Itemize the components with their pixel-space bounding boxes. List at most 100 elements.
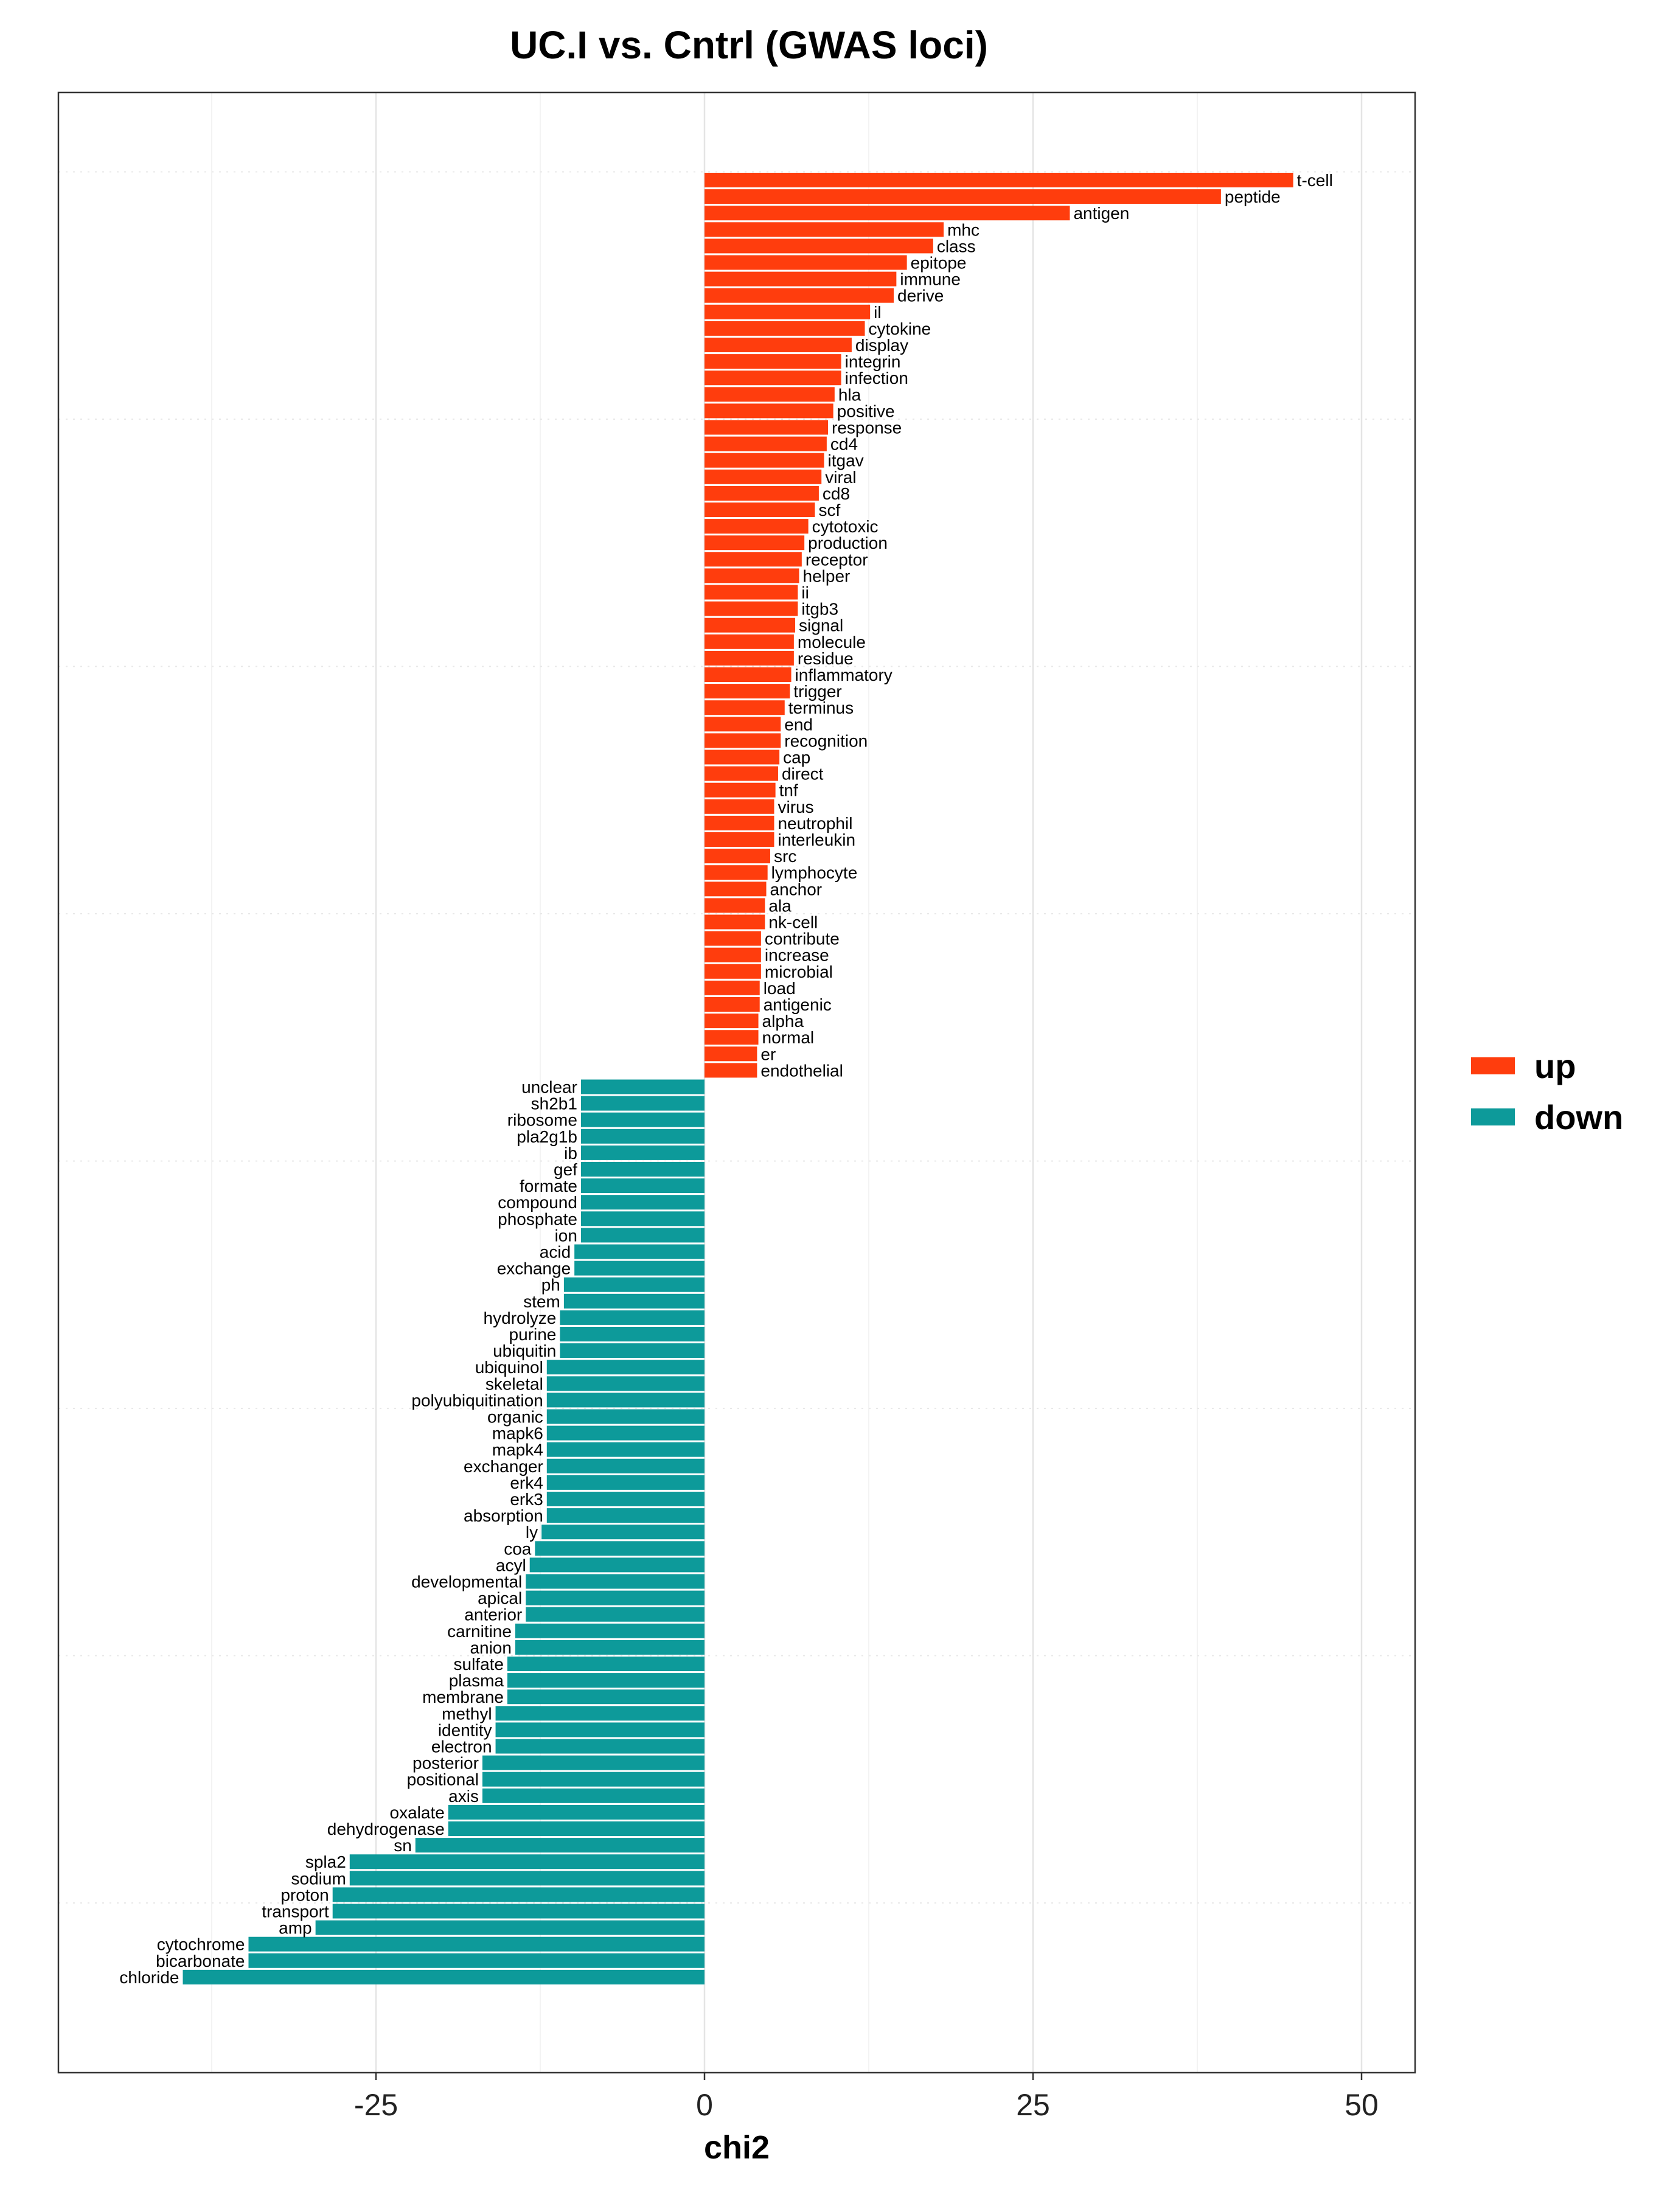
bar-label: plasma <box>449 1671 504 1690</box>
bar-label: acyl <box>496 1556 526 1574</box>
bar-down <box>482 1788 705 1803</box>
bar-down <box>526 1590 705 1605</box>
bar-up <box>705 238 933 254</box>
plot-panel-border <box>57 91 1416 2074</box>
bar-label: alpha <box>762 1012 804 1031</box>
bar-label: positive <box>837 402 895 420</box>
bar-up <box>705 370 841 386</box>
bar-up <box>705 684 790 699</box>
bar-label: class <box>937 237 976 256</box>
bar-label: itgb3 <box>801 600 838 619</box>
bar-up <box>705 815 774 830</box>
bar-label: src <box>774 847 796 866</box>
bar-up <box>705 189 1221 204</box>
bar-up <box>705 601 798 616</box>
bar-label: cytochrome <box>157 1935 245 1954</box>
bar-label: polyubiquitination <box>411 1391 543 1410</box>
bar-up <box>705 964 761 979</box>
bar-label: skeletal <box>485 1374 543 1393</box>
bar-down <box>526 1574 705 1589</box>
bar-label: anchor <box>770 880 823 899</box>
bar-label: residue <box>798 649 854 668</box>
bar-label: stem <box>523 1292 560 1311</box>
bar-up <box>705 947 761 962</box>
bar-down <box>541 1525 705 1540</box>
bar-label: infection <box>845 369 908 388</box>
bar-up <box>705 503 815 517</box>
bar-up <box>705 667 792 682</box>
bar-down <box>560 1327 705 1341</box>
bar-label: normal <box>762 1028 815 1047</box>
bar-down <box>546 1475 705 1490</box>
bar-label: sulfate <box>454 1655 504 1674</box>
chart-title: UC.I vs. Cntrl (GWAS loci) <box>510 23 988 67</box>
bar-up <box>705 617 796 633</box>
bar-label: anion <box>470 1638 512 1657</box>
bar-label: transport <box>262 1902 329 1921</box>
x-tick-label: 50 <box>1345 2088 1379 2122</box>
bar-label: dehydrogenase <box>327 1820 445 1838</box>
bar-label: ly <box>526 1523 538 1542</box>
bar-down <box>248 1953 705 1968</box>
bar-up <box>705 420 829 435</box>
bar-label: membrane <box>422 1688 504 1706</box>
bar-down <box>515 1623 705 1638</box>
bar-down <box>535 1541 705 1556</box>
bar-label: itgav <box>828 451 864 470</box>
bar-down <box>546 1409 705 1424</box>
bar-down <box>563 1277 705 1292</box>
bar-up <box>705 865 768 880</box>
bar-label: signal <box>799 616 843 635</box>
bar-label: cd8 <box>823 484 850 503</box>
bar-up <box>705 321 865 336</box>
bar-label: hla <box>838 385 861 404</box>
bar-down <box>546 1458 705 1473</box>
bar-down <box>580 1195 705 1210</box>
bar-up <box>705 338 852 352</box>
bar-label: interleukin <box>778 830 855 849</box>
bar-label: exchange <box>497 1259 571 1278</box>
bar-down <box>507 1689 705 1705</box>
bar-up <box>705 650 794 666</box>
bar-label: cytotoxic <box>812 517 878 536</box>
bar-up <box>705 469 822 484</box>
bar-label: identity <box>438 1720 492 1739</box>
bar-label: epitope <box>911 254 967 273</box>
bar-label: cap <box>783 748 810 767</box>
bar-label: ribosome <box>507 1111 577 1130</box>
bar-down <box>546 1442 705 1457</box>
bar-down <box>546 1492 705 1506</box>
bar-label: oxalate <box>390 1803 445 1822</box>
bar-up <box>705 733 781 748</box>
bar-label: formate <box>520 1177 577 1195</box>
bar-down <box>563 1293 705 1309</box>
bar-label: display <box>855 336 908 355</box>
bar-down <box>183 1969 705 1984</box>
bar-up <box>705 1030 759 1045</box>
bar-label: hydrolyze <box>484 1309 557 1327</box>
bar-up <box>705 634 794 649</box>
bar-down <box>482 1755 705 1770</box>
bar-label: immune <box>900 270 961 289</box>
bar-label: response <box>832 419 902 437</box>
bar-label: integrin <box>845 352 901 371</box>
bar-down <box>574 1261 705 1276</box>
bar-label: posterior <box>412 1754 479 1773</box>
bar-down <box>560 1310 705 1325</box>
bar-label: nk-cell <box>768 913 818 932</box>
bar-up <box>705 403 833 419</box>
bar-up <box>705 288 894 303</box>
bar-up <box>705 519 809 534</box>
bar-label: developmental <box>411 1573 522 1591</box>
bar-label: ubiquitin <box>493 1341 556 1360</box>
bar-up <box>705 882 767 897</box>
bar-label: erk3 <box>510 1490 543 1509</box>
legend-label-up: up <box>1534 1047 1576 1085</box>
bar-up <box>705 354 841 369</box>
bar-label: coa <box>504 1539 532 1558</box>
bar-down <box>448 1804 705 1820</box>
bar-up <box>705 453 824 468</box>
bar-up <box>705 173 1293 187</box>
bar-down <box>580 1145 705 1160</box>
bar-label: cd4 <box>830 435 858 454</box>
